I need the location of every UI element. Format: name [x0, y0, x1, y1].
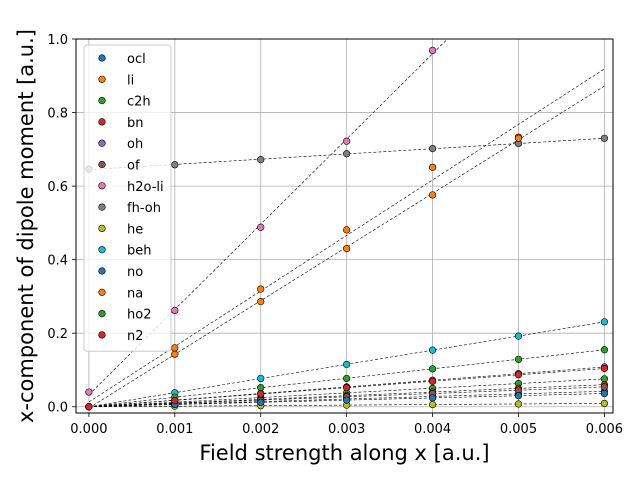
x-tick-label: 0.005: [500, 422, 537, 437]
legend-label-of: of: [127, 159, 140, 174]
point-h2o-li: [171, 306, 179, 314]
point-n2: [600, 364, 609, 373]
legend-marker-bn: [98, 118, 106, 126]
point-ho2: [343, 374, 351, 383]
point-li: [257, 297, 265, 306]
legend-marker-ocl: [98, 54, 106, 62]
point-of: [600, 383, 609, 391]
y-axis-label: x-component of dipole moment [a.u.]: [14, 29, 38, 423]
point-beh: [257, 374, 265, 383]
x-axis-label: Field strength along x [a.u.]: [199, 441, 489, 465]
legend-label-bn: bn: [127, 116, 144, 131]
legend-frame: [83, 44, 172, 352]
legend-marker-li: [98, 75, 106, 83]
point-h2o-li: [85, 388, 93, 396]
point-no: [428, 394, 437, 402]
point-h2o-li: [343, 137, 351, 145]
legend-marker-oh: [98, 139, 106, 147]
point-ho2: [428, 365, 437, 373]
x-tick-label: 0.000: [70, 422, 107, 437]
y-tick-label: 0.6: [47, 180, 68, 195]
legend-marker-beh: [98, 246, 106, 254]
point-fh-oh: [428, 144, 437, 153]
point-h2o-li: [257, 223, 265, 231]
legend: ocl li c2h bn oh of h2o-li fh-oh he beh no na ho2 n2: [83, 44, 172, 352]
point-li: [171, 350, 179, 358]
legend-marker-h2o-li: [98, 182, 106, 190]
x-tick-label: 0.001: [156, 422, 193, 437]
point-no: [257, 398, 265, 406]
point-beh: [600, 318, 609, 326]
point-no: [343, 396, 351, 404]
legend-label-beh: beh: [127, 244, 152, 259]
legend-marker-na: [98, 288, 106, 296]
point-n2: [514, 371, 523, 379]
point-fh-oh: [257, 156, 265, 164]
point-fh-oh: [343, 150, 351, 158]
point-ho2: [600, 346, 609, 354]
point-beh: [514, 332, 523, 340]
legend-label-he: he: [127, 222, 143, 237]
point-he: [428, 400, 437, 409]
point-fh-oh: [171, 161, 179, 169]
x-tick-label: 0.002: [242, 422, 279, 437]
x-tick-label: 0.004: [414, 422, 451, 437]
point-h2o-li: [428, 46, 437, 55]
y-tick-label: 0.2: [47, 327, 68, 342]
legend-marker-ho2: [98, 310, 106, 318]
y-tick-label: 0.8: [47, 107, 68, 122]
legend-label-na: na: [127, 286, 143, 301]
legend-label-oh: oh: [127, 137, 143, 152]
data-points: [85, 46, 609, 411]
point-li: [343, 245, 351, 253]
point-fh-oh: [600, 134, 609, 142]
legend-marker-of: [98, 160, 106, 169]
point-he: [514, 400, 523, 408]
legend-label-c2h: c2h: [127, 95, 151, 110]
legend-marker-n2: [98, 331, 106, 339]
point-no: [514, 392, 523, 400]
legend-label-ho2: ho2: [127, 308, 151, 323]
axis-ticks: 0.000 0.001 0.002 0.003 0.004 0.005 0.006 0.0 0.…: [47, 33, 623, 437]
x-tick-label: 0.003: [328, 422, 365, 437]
point-na: [257, 285, 265, 293]
point-no: [600, 389, 609, 398]
point-beh: [428, 346, 437, 354]
point-beh: [343, 360, 351, 369]
point-n2: [171, 396, 179, 405]
point-n2: [257, 390, 265, 398]
legend-marker-fh-oh: [98, 203, 106, 211]
point-ho2: [257, 384, 265, 392]
y-tick-label: 1.0: [47, 33, 68, 48]
legend-marker-no: [98, 267, 106, 275]
point-n2: [343, 384, 351, 392]
point-li: [428, 191, 437, 199]
point-na: [343, 226, 351, 234]
point-n2: [85, 403, 93, 411]
x-tick-label: 0.006: [586, 422, 623, 437]
y-tick-label: 0.0: [47, 401, 68, 416]
plot-frame: [75, 38, 614, 414]
legend-label-fh-oh: fh-oh: [127, 201, 161, 216]
legend-label-no: no: [127, 265, 143, 280]
legend-marker-he: [98, 224, 106, 232]
legend-label-n2: n2: [127, 329, 144, 344]
legend-label-ocl: ocl: [127, 52, 146, 67]
legend-label-li: li: [127, 73, 134, 88]
y-tick-label: 0.4: [47, 254, 68, 269]
point-na: [514, 134, 523, 142]
point-n2: [428, 377, 437, 385]
point-he: [600, 399, 609, 408]
point-na: [428, 163, 437, 171]
point-ho2: [514, 355, 523, 363]
legend-marker-c2h: [98, 96, 106, 105]
point-na: [171, 344, 179, 352]
legend-label-h2o-li: h2o-li: [127, 180, 164, 195]
